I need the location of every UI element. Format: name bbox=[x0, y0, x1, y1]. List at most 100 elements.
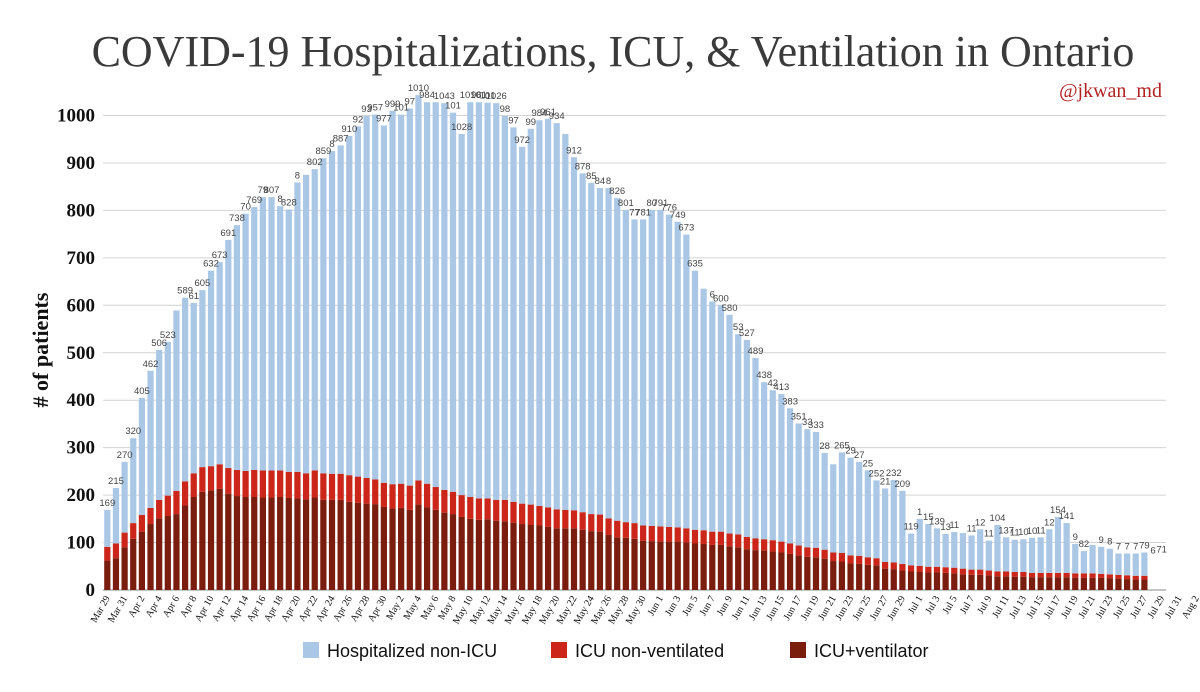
data-label: 215 bbox=[108, 476, 124, 487]
bar-icu-non-ventilated bbox=[778, 541, 785, 553]
data-label: 1043 bbox=[434, 91, 455, 102]
bar-icu-ventilator bbox=[614, 537, 621, 590]
bar-icu-ventilator bbox=[441, 512, 448, 590]
bar-hospitalized-non-icu bbox=[925, 524, 932, 567]
bar-icu-ventilator bbox=[337, 499, 344, 590]
bar-icu-non-ventilated bbox=[1089, 573, 1096, 578]
bar-hospitalized-non-icu bbox=[769, 390, 776, 541]
bar-hospitalized-non-icu bbox=[164, 341, 171, 496]
bar-hospitalized-non-icu bbox=[916, 518, 923, 566]
bar-icu-non-ventilated bbox=[1115, 574, 1122, 579]
bar-icu-ventilator bbox=[147, 524, 154, 590]
bar-icu-ventilator bbox=[112, 558, 120, 590]
data-label: 104 bbox=[990, 513, 1006, 524]
bar-icu-non-ventilated bbox=[614, 520, 621, 538]
bar-icu-ventilator bbox=[268, 497, 275, 590]
x-tick-label: Jun 7 bbox=[698, 594, 718, 618]
y-tick-label: 400 bbox=[67, 390, 96, 411]
bar-icu-non-ventilated bbox=[458, 495, 465, 517]
bar-icu-non-ventilated bbox=[484, 498, 491, 520]
data-label: 802 bbox=[307, 157, 323, 168]
bar-hospitalized-non-icu bbox=[181, 297, 189, 482]
bar-icu-ventilator bbox=[363, 503, 370, 590]
bar-icu-ventilator bbox=[1115, 578, 1122, 590]
bar-hospitalized-non-icu bbox=[735, 334, 742, 535]
data-label: 84 bbox=[595, 176, 606, 187]
bar-hospitalized-non-icu bbox=[985, 540, 992, 571]
bar-icu-non-ventilated bbox=[423, 483, 431, 508]
bar-icu-ventilator bbox=[302, 499, 310, 590]
bar-icu-non-ventilated bbox=[337, 473, 344, 500]
bar-icu-non-ventilated bbox=[1054, 572, 1062, 578]
data-labels: 1692152703204054625065235896160563267369… bbox=[99, 83, 1167, 556]
bar-icu-ventilator bbox=[1063, 577, 1070, 590]
bar-icu-non-ventilated bbox=[873, 558, 880, 566]
bar-hospitalized-non-icu bbox=[743, 339, 750, 537]
bar-icu-ventilator bbox=[847, 563, 854, 590]
data-label: 489 bbox=[748, 346, 764, 357]
bar-icu-ventilator bbox=[536, 525, 543, 590]
data-label: 632 bbox=[203, 259, 219, 270]
bar-icu-non-ventilated bbox=[389, 484, 396, 509]
bar-hospitalized-non-icu bbox=[1132, 553, 1139, 576]
bar-icu-non-ventilated bbox=[743, 536, 750, 550]
bar-hospitalized-non-icu bbox=[890, 479, 897, 563]
bar-icu-non-ventilated bbox=[1028, 572, 1036, 578]
data-label: 673 bbox=[678, 223, 694, 234]
bar-icu-non-ventilated bbox=[199, 467, 206, 492]
bar-icu-non-ventilated bbox=[804, 547, 811, 557]
data-label: 887 bbox=[333, 133, 349, 144]
bar-hospitalized-non-icu bbox=[709, 301, 716, 532]
bar-hospitalized-non-icu bbox=[501, 115, 508, 500]
bar-icu-ventilator bbox=[406, 509, 413, 590]
bar-hospitalized-non-icu bbox=[674, 221, 681, 528]
data-label: 97 bbox=[405, 96, 416, 107]
bar-icu-ventilator bbox=[242, 496, 249, 590]
legend-swatch bbox=[551, 642, 567, 658]
bar-icu-ventilator bbox=[398, 507, 405, 590]
bar-hospitalized-non-icu bbox=[959, 533, 967, 569]
data-label: 791 bbox=[652, 198, 668, 209]
bar-hospitalized-non-icu bbox=[778, 394, 785, 542]
bar-icu-ventilator bbox=[1089, 577, 1096, 590]
data-label: 93 bbox=[361, 104, 372, 115]
bar-icu-ventilator bbox=[899, 570, 906, 590]
bar-icu-ventilator bbox=[665, 541, 673, 590]
bar-hospitalized-non-icu bbox=[614, 198, 621, 521]
bar-icu-non-ventilated bbox=[657, 526, 664, 542]
bar-icu-non-ventilated bbox=[467, 496, 474, 519]
legend-swatch bbox=[303, 642, 319, 658]
data-label: 413 bbox=[773, 382, 789, 393]
bar-icu-non-ventilated bbox=[786, 543, 794, 554]
data-label: 154 bbox=[1050, 505, 1066, 516]
data-label: 139 bbox=[929, 516, 945, 527]
bar-hospitalized-non-icu bbox=[311, 169, 318, 471]
bar-icu-ventilator bbox=[605, 534, 612, 590]
data-label: 79 bbox=[258, 185, 269, 196]
data-label: 7 bbox=[1116, 541, 1121, 552]
data-label: 605 bbox=[194, 278, 210, 289]
bar-icu-non-ventilated bbox=[977, 569, 984, 575]
bar-icu-ventilator bbox=[856, 563, 863, 590]
data-label: 826 bbox=[609, 186, 625, 197]
data-label: 53 bbox=[733, 322, 744, 333]
bar-icu-non-ventilated bbox=[821, 549, 828, 559]
bar-icu-non-ventilated bbox=[838, 552, 846, 562]
bar-icu-non-ventilated bbox=[233, 469, 241, 497]
bar-icu-non-ventilated bbox=[1020, 571, 1027, 577]
bar-hospitalized-non-icu bbox=[1003, 537, 1010, 572]
bar-icu-non-ventilated bbox=[475, 498, 483, 520]
bar-icu-ventilator bbox=[1020, 576, 1027, 590]
bar-icu-non-ventilated bbox=[631, 523, 638, 539]
data-label: 8 bbox=[295, 170, 300, 181]
bar-hospitalized-non-icu bbox=[544, 118, 552, 508]
bar-hospitalized-non-icu bbox=[588, 182, 595, 515]
bar-icu-ventilator bbox=[519, 524, 526, 590]
legend: Hospitalized non-ICU ICU non-ventilated IC… bbox=[303, 641, 929, 661]
bar-icu-non-ventilated bbox=[761, 539, 768, 551]
bar-icu-ventilator bbox=[994, 576, 1001, 590]
bar-hospitalized-non-icu bbox=[1028, 537, 1036, 573]
bar-hospitalized-non-icu bbox=[207, 270, 215, 467]
bar-icu-ventilator bbox=[804, 556, 811, 590]
data-label: 8 bbox=[329, 139, 334, 150]
